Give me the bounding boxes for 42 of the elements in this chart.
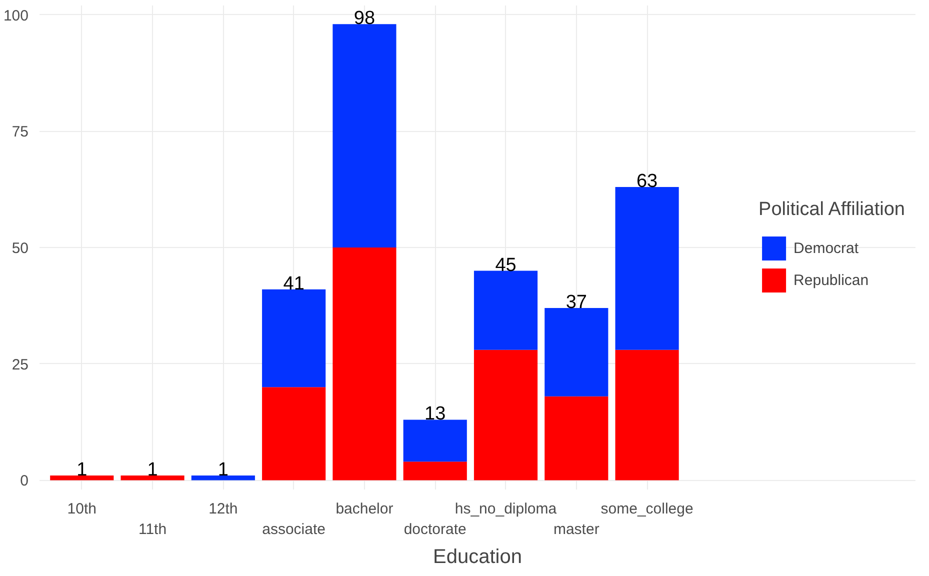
bar: [262, 289, 326, 388]
total-label: 41: [283, 273, 304, 294]
y-tick-label: 0: [20, 472, 28, 490]
x-tick-label: hs_no_diploma: [454, 500, 558, 518]
total-label: 1: [76, 460, 88, 481]
bar: [191, 476, 255, 480]
x-tick-label: 10th: [67, 500, 96, 518]
bar: [120, 476, 184, 480]
bar: [332, 24, 396, 248]
bar: [403, 420, 467, 462]
x-tick-label: master: [553, 520, 600, 538]
x-tick-label: associate: [262, 520, 326, 538]
bar: [474, 270, 538, 350]
x-tick-label: 11th: [138, 520, 167, 538]
total-label: 45: [495, 254, 516, 276]
legend-label: Democrat: [794, 240, 859, 256]
y-tick-label: 50: [12, 240, 29, 257]
total-label: 63: [636, 171, 658, 192]
total-label: 98: [354, 8, 376, 30]
legend-title: Political Affiliation: [758, 199, 905, 221]
bar: [544, 308, 608, 396]
total-label: 13: [424, 404, 446, 425]
x-tick-label: bachelor: [336, 500, 394, 518]
bar: [262, 387, 326, 480]
total-label: 1: [218, 460, 228, 481]
bar: [332, 248, 396, 480]
y-tick-label: 75: [12, 124, 29, 141]
y-tick-label: 25: [12, 356, 29, 374]
total-label: 37: [566, 292, 587, 313]
x-tick-label: 12th: [208, 500, 238, 518]
bar: [615, 350, 679, 480]
legend-label: Republican: [794, 272, 869, 288]
bar: [50, 476, 114, 480]
bar: [615, 187, 679, 350]
x-tick-label: some_college: [600, 500, 694, 518]
bar: [403, 462, 467, 480]
y-tick-label: 100: [3, 7, 29, 24]
bar: [474, 350, 538, 480]
bar: [544, 396, 608, 480]
total-label: 1: [147, 460, 158, 481]
x-tick-label: doctorate: [404, 520, 466, 538]
x-axis-title: Education: [433, 546, 522, 568]
